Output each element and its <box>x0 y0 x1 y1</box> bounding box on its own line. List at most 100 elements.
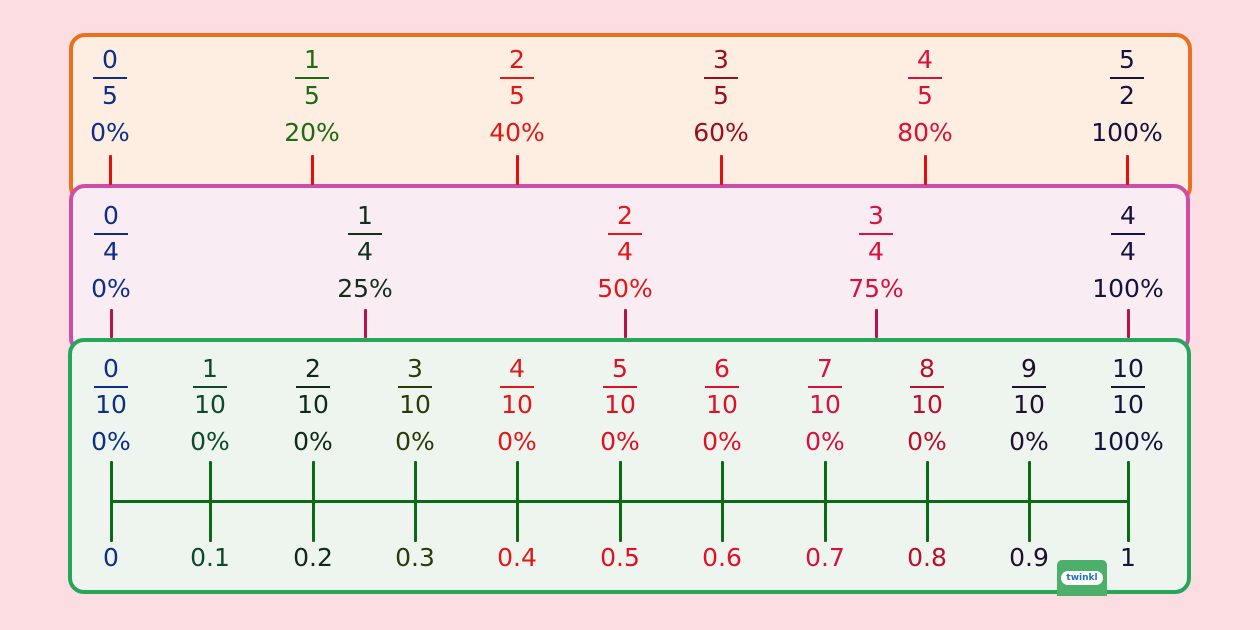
numerator: 4 <box>509 354 525 383</box>
denominator: 10 <box>399 390 431 419</box>
quarters-mark: 0 4 0% <box>51 201 171 303</box>
percent-label: 75% <box>848 274 904 303</box>
fraction-bar <box>296 386 330 388</box>
fraction: 2 10 <box>296 354 330 420</box>
fraction-bar <box>608 233 642 235</box>
denominator: 5 <box>713 81 729 110</box>
tenths-mark: 1 10 0% <box>150 354 270 456</box>
denominator: 10 <box>911 390 943 419</box>
fraction-bar <box>908 77 942 79</box>
percent-label: 0% <box>91 274 131 303</box>
fifths-mark: 0 5 0% <box>50 45 170 147</box>
fraction-bar <box>603 386 637 388</box>
percent-label: 0% <box>395 427 435 456</box>
denominator: 5 <box>102 81 118 110</box>
numerator: 0 <box>103 201 119 230</box>
denominator: 4 <box>868 237 884 266</box>
fraction-bar <box>500 386 534 388</box>
denominator: 10 <box>95 390 127 419</box>
numerator: 5 <box>612 354 628 383</box>
denominator: 10 <box>706 390 738 419</box>
fraction-bar <box>910 386 944 388</box>
percent-label: 50% <box>597 274 653 303</box>
quarters-mark: 4 4 100% <box>1068 201 1188 303</box>
denominator: 5 <box>509 81 525 110</box>
number-line <box>111 500 1128 503</box>
fraction: 6 10 <box>705 354 739 420</box>
fraction: 4 10 <box>500 354 534 420</box>
tenths-mark: 3 10 0% <box>355 354 475 456</box>
fraction-bar <box>1012 386 1046 388</box>
percent-label: 0% <box>497 427 537 456</box>
numerator: 0 <box>102 45 118 74</box>
denominator: 10 <box>1112 390 1144 419</box>
percent-label: 25% <box>337 274 393 303</box>
decimal-label: 0.6 <box>702 543 742 572</box>
fraction: 1 10 <box>193 354 227 420</box>
denominator: 10 <box>194 390 226 419</box>
numerator: 7 <box>817 354 833 383</box>
fifths-tick <box>719 155 723 185</box>
percent-label: 0% <box>91 427 131 456</box>
tenths-mark: 8 10 0% <box>867 354 987 456</box>
numerator: 4 <box>1120 201 1136 230</box>
numerator: 1 <box>304 45 320 74</box>
denominator: 10 <box>501 390 533 419</box>
numerator: 3 <box>713 45 729 74</box>
numerator: 2 <box>617 201 633 230</box>
percent-label: 100% <box>1092 274 1164 303</box>
denominator: 10 <box>809 390 841 419</box>
decimal-label: 0.9 <box>1009 543 1049 572</box>
fraction: 8 10 <box>910 354 944 420</box>
fifths-tick <box>1125 155 1129 185</box>
fraction-bar <box>704 77 738 79</box>
fifths-tick <box>923 155 927 185</box>
quarters-tick <box>363 309 367 338</box>
quarters-tick <box>1126 309 1130 338</box>
numerator: 5 <box>1119 45 1135 74</box>
tenths-mark: 2 10 0% <box>253 354 373 456</box>
denominator: 4 <box>103 237 119 266</box>
denominator: 5 <box>917 81 933 110</box>
percent-label: 80% <box>897 118 953 147</box>
denominator: 2 <box>1119 81 1135 110</box>
fifths-mark: 2 5 40% <box>457 45 577 147</box>
percent-label: 0% <box>907 427 947 456</box>
tenths-panel <box>68 338 1191 594</box>
percent-label: 100% <box>1091 118 1163 147</box>
decimal-label: 0.3 <box>395 543 435 572</box>
percent-label: 0% <box>1009 427 1049 456</box>
fifths-panel <box>69 33 1192 203</box>
decimal-label: 0.5 <box>600 543 640 572</box>
logo-text: twinkl <box>1061 571 1103 585</box>
fraction-bar <box>808 386 842 388</box>
fraction: 5 10 <box>603 354 637 420</box>
denominator: 4 <box>357 237 373 266</box>
quarters-panel <box>69 184 1190 354</box>
twinkl-logo: twinkl <box>1057 560 1107 596</box>
denominator: 4 <box>617 237 633 266</box>
decimal-label: 1 <box>1120 543 1136 572</box>
fraction: 0 10 <box>94 354 128 420</box>
percent-label: 0% <box>293 427 333 456</box>
fifths-mark: 3 5 60% <box>661 45 781 147</box>
numerator: 2 <box>305 354 321 383</box>
quarters-tick <box>623 309 627 338</box>
numerator: 3 <box>407 354 423 383</box>
tenths-mark: 9 10 0% <box>969 354 1089 456</box>
percent-label: 20% <box>284 118 340 147</box>
tenths-mark: 7 10 0% <box>765 354 885 456</box>
fraction-bar <box>193 386 227 388</box>
fraction-bar <box>295 77 329 79</box>
numerator: 0 <box>103 354 119 383</box>
percent-label: 40% <box>489 118 545 147</box>
percent-label: 0% <box>702 427 742 456</box>
fraction-bar <box>705 386 739 388</box>
